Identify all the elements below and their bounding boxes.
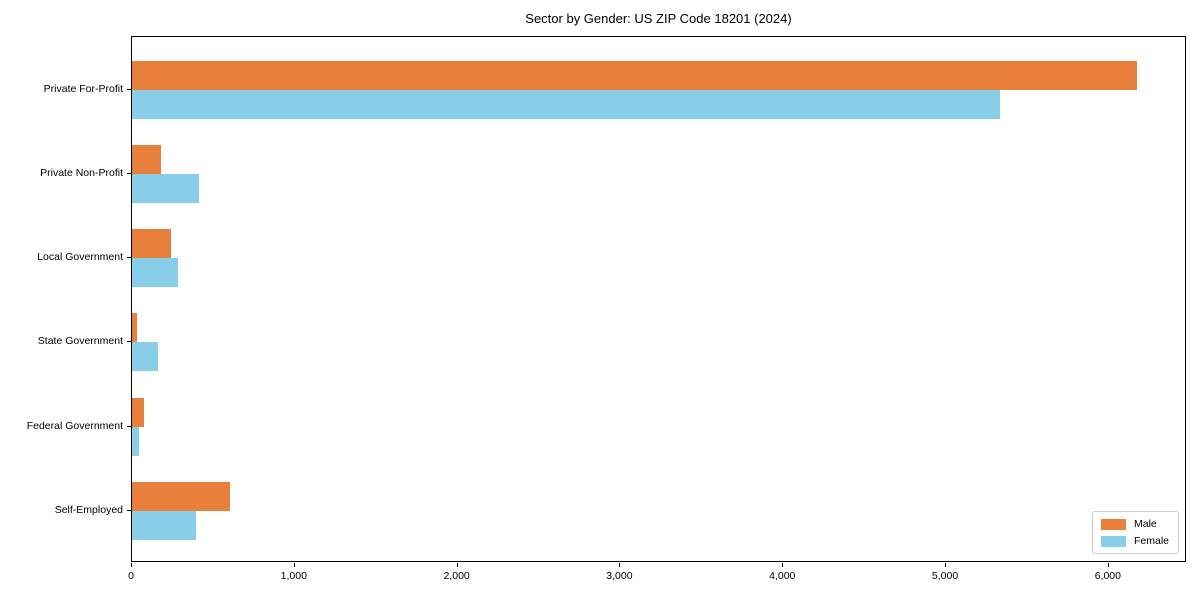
x-tick-label: 6,000 bbox=[1094, 570, 1121, 582]
y-tick-mark bbox=[127, 257, 131, 259]
chart-title: Sector by Gender: US ZIP Code 18201 (202… bbox=[525, 11, 792, 26]
x-tick-mark bbox=[131, 563, 132, 567]
bar-male-5 bbox=[132, 482, 230, 511]
bar-female-3 bbox=[132, 342, 159, 372]
y-tick-mark bbox=[127, 88, 131, 90]
bar-female-4 bbox=[132, 426, 139, 456]
y-tick-label: Federal Government bbox=[26, 419, 123, 432]
legend-label: Male bbox=[1133, 518, 1157, 530]
bar-male-1 bbox=[132, 144, 162, 174]
x-tick-label: 0 bbox=[128, 570, 134, 582]
legend-label: Female bbox=[1133, 535, 1169, 547]
x-tick-label: 4,000 bbox=[769, 570, 796, 582]
x-tick-mark bbox=[293, 563, 295, 567]
y-tick-label: State Government bbox=[37, 335, 123, 348]
y-tick-mark bbox=[127, 425, 131, 427]
legend-swatch-icon bbox=[1100, 518, 1126, 530]
bar-male-0 bbox=[132, 60, 1137, 90]
bar-female-1 bbox=[132, 173, 199, 203]
y-tick-mark bbox=[127, 510, 131, 511]
bar-male-4 bbox=[132, 397, 145, 427]
x-tick-label: 3,000 bbox=[606, 570, 633, 582]
bar-female-0 bbox=[132, 89, 1000, 119]
bar-female-2 bbox=[132, 258, 178, 288]
y-tick-label: Local Government bbox=[37, 251, 123, 264]
x-tick-mark bbox=[945, 563, 947, 567]
x-tick-label: 1,000 bbox=[280, 570, 307, 582]
x-tick-label: 2,000 bbox=[443, 570, 470, 582]
x-tick-mark bbox=[1107, 563, 1109, 567]
y-tick-label: Private Non-Profit bbox=[40, 166, 123, 179]
y-tick-mark bbox=[127, 172, 131, 174]
bar-male-3 bbox=[132, 313, 137, 343]
y-tick-mark bbox=[127, 341, 131, 343]
y-tick-label: Private For-Profit bbox=[43, 82, 123, 95]
x-tick-mark bbox=[619, 563, 621, 567]
x-tick-mark bbox=[456, 563, 458, 567]
y-tick-label: Self-Employed bbox=[54, 504, 123, 516]
legend-item-female: Female bbox=[1100, 535, 1169, 547]
legend-item-male: Male bbox=[1100, 518, 1169, 530]
x-tick-label: 5,000 bbox=[931, 570, 959, 582]
legend-swatch-icon bbox=[1100, 535, 1126, 547]
bar-male-2 bbox=[132, 229, 172, 259]
plot-area: Male Female bbox=[131, 36, 1186, 562]
legend: Male Female bbox=[1091, 511, 1179, 554]
x-tick-mark bbox=[782, 563, 784, 567]
bar-female-5 bbox=[132, 511, 197, 540]
